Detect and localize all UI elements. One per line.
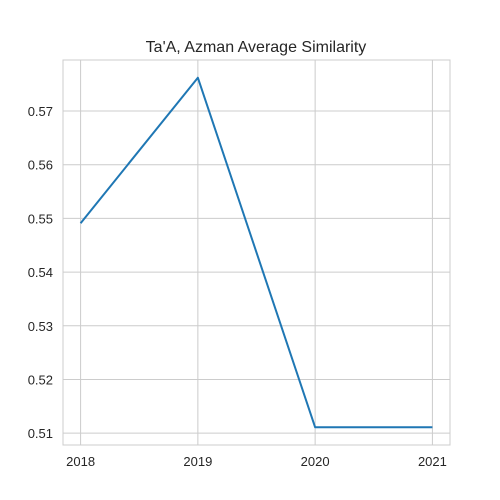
y-tick-label-0.53: 0.53	[28, 319, 53, 334]
series-group	[79, 76, 433, 429]
series-line-0	[79, 76, 433, 429]
x-gridlines	[80, 60, 433, 445]
x-tick-label-2018: 2018	[66, 454, 95, 469]
y-tick-label-0.55: 0.55	[28, 211, 53, 226]
y-tick-label-0.56: 0.56	[28, 158, 53, 173]
y-tick-label-0.54: 0.54	[28, 265, 53, 280]
y-tick-labels: 0.51 0.52 0.53 0.54 0.55 0.56 0.57	[28, 104, 53, 441]
x-tick-labels: 2018 2019 2020 2021	[66, 454, 447, 469]
x-tick-label-2021: 2021	[418, 454, 447, 469]
y-tick-label-0.57: 0.57	[28, 104, 53, 119]
chart-title: Ta'A, Azman Average Similarity	[146, 39, 367, 56]
y-tick-label-0.52: 0.52	[28, 372, 53, 387]
x-tick-label-2019: 2019	[183, 454, 212, 469]
y-tick-label-0.51: 0.51	[28, 426, 53, 441]
x-tick-label-2020: 2020	[301, 454, 330, 469]
